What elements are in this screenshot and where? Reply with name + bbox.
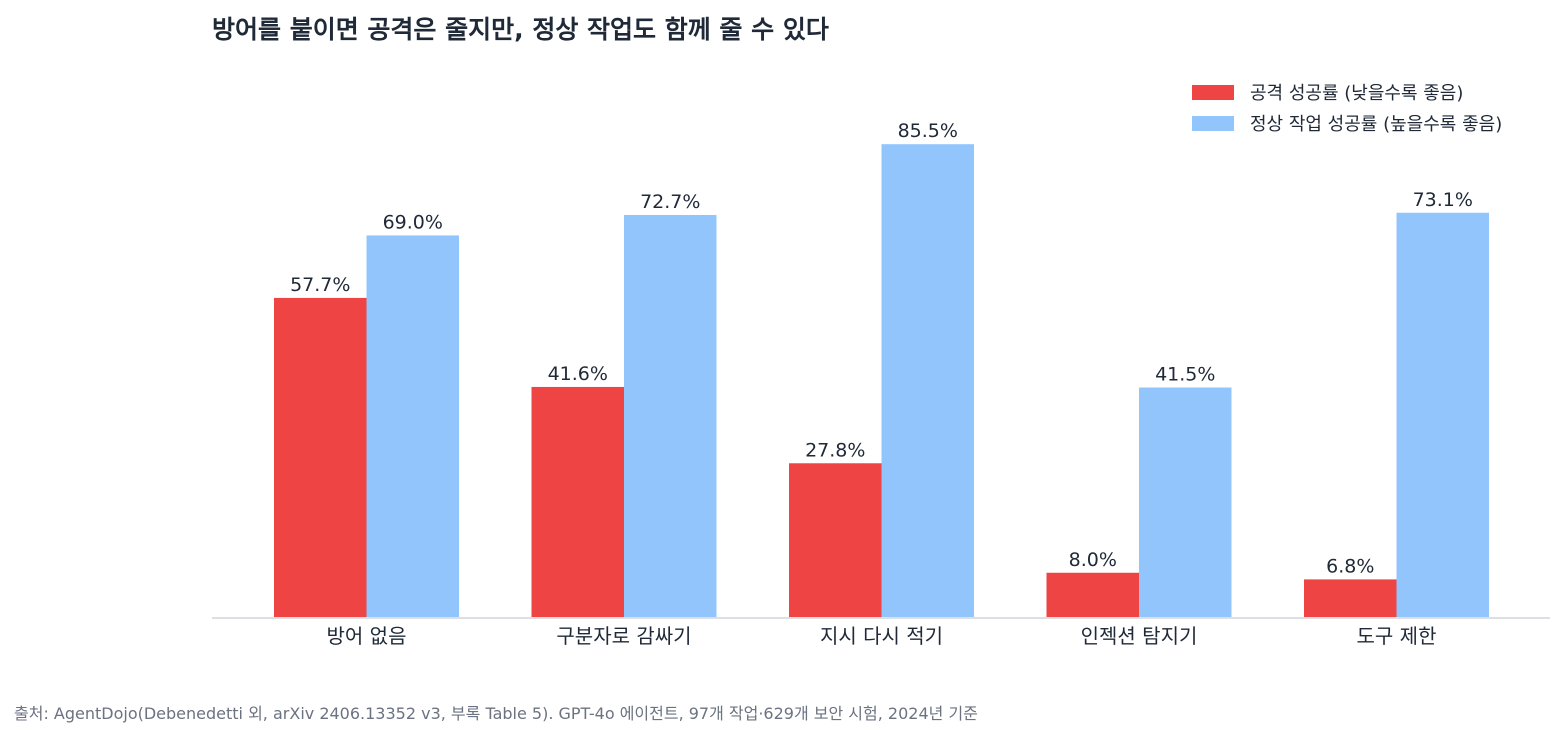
value-label-task-1: 72.7% — [640, 191, 700, 213]
value-label-attack-0: 57.7% — [290, 274, 350, 296]
x-tick-label-4: 도구 제한 — [1357, 624, 1437, 648]
x-tick-label-3: 인젝션 탐지기 — [1081, 624, 1198, 648]
legend: 공격 성공률 (낮을수록 좋음) 정상 작업 성공률 (높을수록 좋음) — [1192, 83, 1502, 135]
value-label-task-4: 73.1% — [1413, 189, 1473, 211]
legend-swatch-0 — [1192, 85, 1234, 100]
value-label-task-0: 69.0% — [383, 211, 443, 233]
value-labels: 57.7% 69.0% 41.6% 72.7% 27.8% 85.5% 8.0% 41.5% 6… — [290, 120, 1473, 577]
bar-attack-3 — [1046, 572, 1139, 617]
x-tick-label-0: 방어 없음 — [327, 624, 407, 648]
x-tick-label-1: 구분자로 감싸기 — [556, 624, 691, 648]
bar-attack-2 — [789, 463, 882, 617]
value-label-attack-1: 41.6% — [548, 363, 608, 385]
bar-task-1 — [624, 214, 717, 617]
value-label-attack-3: 8.0% — [1069, 549, 1117, 571]
value-label-task-2: 85.5% — [898, 120, 958, 142]
bar-task-2 — [881, 144, 974, 617]
bars — [274, 144, 1489, 617]
legend-label-1: 정상 작업 성공률 (높을수록 좋음) — [1250, 114, 1502, 135]
bar-task-0 — [366, 235, 459, 617]
bar-task-3 — [1139, 387, 1232, 617]
bar-task-4 — [1396, 212, 1489, 617]
value-label-task-3: 41.5% — [1155, 364, 1215, 386]
bar-attack-0 — [274, 297, 367, 617]
value-label-attack-4: 6.8% — [1326, 555, 1374, 577]
bar-attack-1 — [531, 386, 624, 617]
legend-swatch-1 — [1192, 116, 1234, 131]
source-footnote: 출처: AgentDojo(Debenedetti 외, arXiv 2406.… — [14, 704, 978, 723]
legend-label-0: 공격 성공률 (낮을수록 좋음) — [1250, 83, 1463, 104]
x-tick-labels: 방어 없음 구분자로 감싸기 지시 다시 적기 인젝션 탐지기 도구 제한 — [327, 624, 1437, 648]
chart-title: 방어를 붙이면 공격은 줄지만, 정상 작업도 함께 줄 수 있다 — [212, 15, 829, 44]
value-label-attack-2: 27.8% — [805, 439, 865, 461]
x-tick-label-2: 지시 다시 적기 — [820, 624, 943, 648]
bar-attack-4 — [1304, 579, 1397, 617]
